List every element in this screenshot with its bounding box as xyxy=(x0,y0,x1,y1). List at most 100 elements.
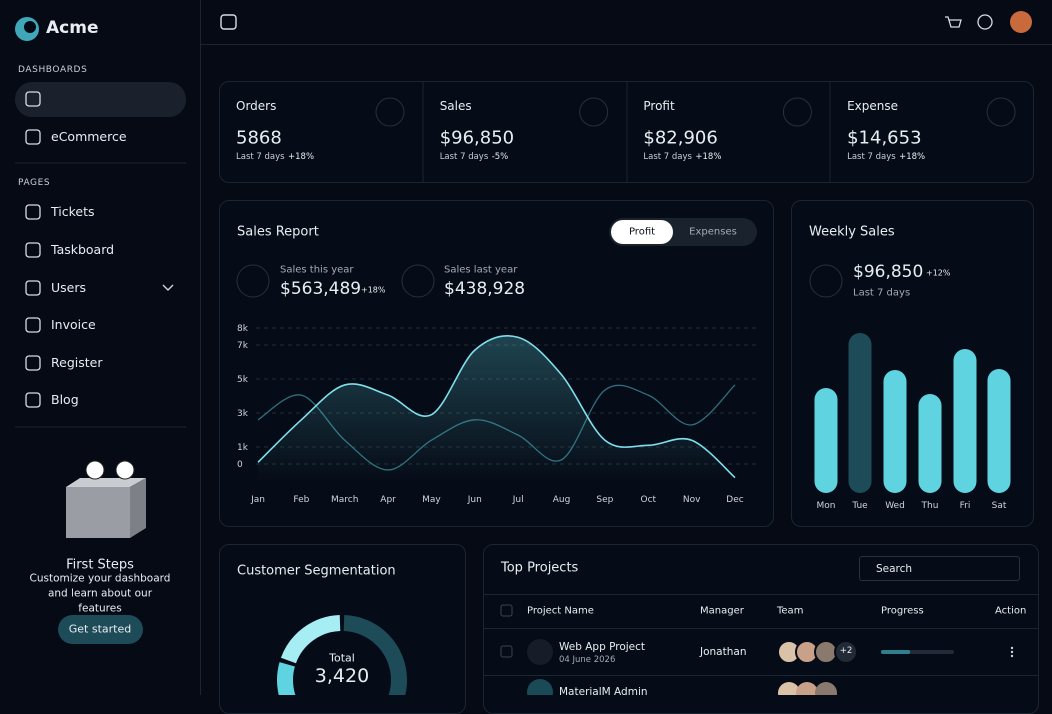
donut-total-label: Total xyxy=(329,651,355,665)
panel-icon[interactable] xyxy=(220,14,237,30)
x-tick-label: Tue xyxy=(851,501,868,511)
donut-segment xyxy=(343,615,407,695)
stat-value: $82,906 xyxy=(643,127,718,149)
bar xyxy=(883,370,907,493)
summary-label: Sales this year xyxy=(280,264,354,276)
stat-icon xyxy=(782,97,812,127)
table-divider xyxy=(484,675,1038,676)
team-avatar xyxy=(814,640,838,664)
nav-item[interactable]: Tickets xyxy=(51,203,95,219)
promo-title: First Steps xyxy=(66,557,134,573)
team-extra: +2 xyxy=(839,646,853,657)
bar xyxy=(918,394,942,493)
section-title: PAGES xyxy=(18,177,51,188)
summary-change: +18% xyxy=(361,285,386,295)
stat-period: Last 7 days xyxy=(236,152,285,163)
stat-change: +18% xyxy=(899,152,926,163)
brand: Acme xyxy=(46,18,99,39)
cart-icon[interactable] xyxy=(945,16,962,28)
x-tick-label: Jul xyxy=(512,495,524,505)
y-tick-label: 8k xyxy=(237,324,249,334)
card-title: Weekly Sales xyxy=(809,224,895,240)
stat-period: Last 7 days xyxy=(643,152,692,163)
x-tick-label: Aug xyxy=(553,495,571,505)
stat-label: Orders xyxy=(236,99,277,114)
x-tick-label: Fri xyxy=(960,501,971,511)
project-icon xyxy=(527,639,553,665)
card-title: Sales Report xyxy=(237,224,319,240)
donut-segment xyxy=(277,662,296,695)
nav-icon xyxy=(25,392,41,408)
donut-segment xyxy=(280,615,341,664)
settings-icon[interactable] xyxy=(977,14,993,30)
nav-icon xyxy=(25,242,41,258)
nav-item[interactable]: Blog xyxy=(51,391,79,407)
checkbox[interactable] xyxy=(500,645,513,658)
project-manager: Jonathan xyxy=(700,645,747,658)
stat-label: Expense xyxy=(847,99,899,114)
x-tick-label: Dec xyxy=(726,495,743,505)
nav-icon xyxy=(25,280,41,296)
x-tick-label: Oct xyxy=(640,495,656,505)
checkbox[interactable] xyxy=(500,604,513,617)
stat-label: Profit xyxy=(643,99,675,114)
nav-item[interactable]: Users xyxy=(51,279,87,295)
nav-item[interactable]: Taskboard xyxy=(51,241,115,257)
summary-label: Sales last year xyxy=(444,264,518,276)
line xyxy=(257,334,736,479)
card-title: Customer Segmentation xyxy=(237,563,396,579)
weekly-value: $96,850 xyxy=(853,262,924,283)
stat-value: $14,653 xyxy=(847,127,922,149)
bar xyxy=(953,349,977,493)
stat-period: Last 7 days xyxy=(847,152,896,163)
nav-item[interactable]: Register xyxy=(51,354,103,370)
summary-icon xyxy=(236,264,270,298)
nav-icon xyxy=(25,129,41,145)
weekly-change: +12% xyxy=(926,268,951,278)
bar xyxy=(814,388,838,493)
dashboard: Acme First Steps Customize your dashboar… xyxy=(15,0,1052,714)
toggle-option[interactable]: Profit xyxy=(628,226,656,238)
nav-icon xyxy=(25,317,41,333)
weekly-period: Last 7 days xyxy=(853,287,911,299)
search-box[interactable] xyxy=(859,556,1020,581)
nav-icon xyxy=(25,355,41,371)
stat-icon xyxy=(579,97,609,127)
section-title: DASHBOARDS xyxy=(18,64,88,75)
x-tick-label: Feb xyxy=(293,495,309,505)
summary-value: $563,489 xyxy=(280,279,362,300)
column-header: Progress xyxy=(881,605,924,617)
user-avatar[interactable] xyxy=(1010,11,1032,33)
x-tick-label: Mon xyxy=(817,501,836,511)
search-placeholder[interactable]: Search xyxy=(876,562,913,575)
y-tick-label: 0 xyxy=(237,460,243,470)
x-tick-label: Wed xyxy=(885,501,905,511)
project-date: 04 June 2026 xyxy=(559,655,616,666)
column-header: Manager xyxy=(700,605,744,617)
stat-icon xyxy=(986,97,1016,127)
illustration xyxy=(66,460,146,538)
stat-label: Sales xyxy=(439,99,472,114)
promo-button-label[interactable]: Get started xyxy=(68,622,132,636)
toggle-active xyxy=(611,220,673,244)
column-header: Project Name xyxy=(527,605,594,617)
card-title: Top Projects xyxy=(501,560,579,576)
topbar xyxy=(201,44,1052,45)
summary-icon xyxy=(809,264,843,298)
summary-icon xyxy=(401,264,435,298)
project-name: Web App Project xyxy=(559,640,646,653)
bar xyxy=(848,333,872,493)
donut-total: 3,420 xyxy=(314,665,370,688)
action-menu[interactable] xyxy=(1010,646,1014,658)
promo-button[interactable] xyxy=(58,615,143,644)
nav-item[interactable]: eCommerce xyxy=(51,128,127,144)
stat-period: Last 7 days xyxy=(439,152,489,163)
y-tick-label: 3k xyxy=(237,409,249,419)
area xyxy=(258,335,735,481)
stat-value: $96,850 xyxy=(439,127,515,149)
toggle-option[interactable]: Expenses xyxy=(689,226,737,238)
nav-item[interactable]: Invoice xyxy=(51,316,96,332)
table-divider xyxy=(484,628,1038,629)
x-tick-label: May xyxy=(422,495,441,505)
y-tick-label: 1k xyxy=(237,443,249,453)
